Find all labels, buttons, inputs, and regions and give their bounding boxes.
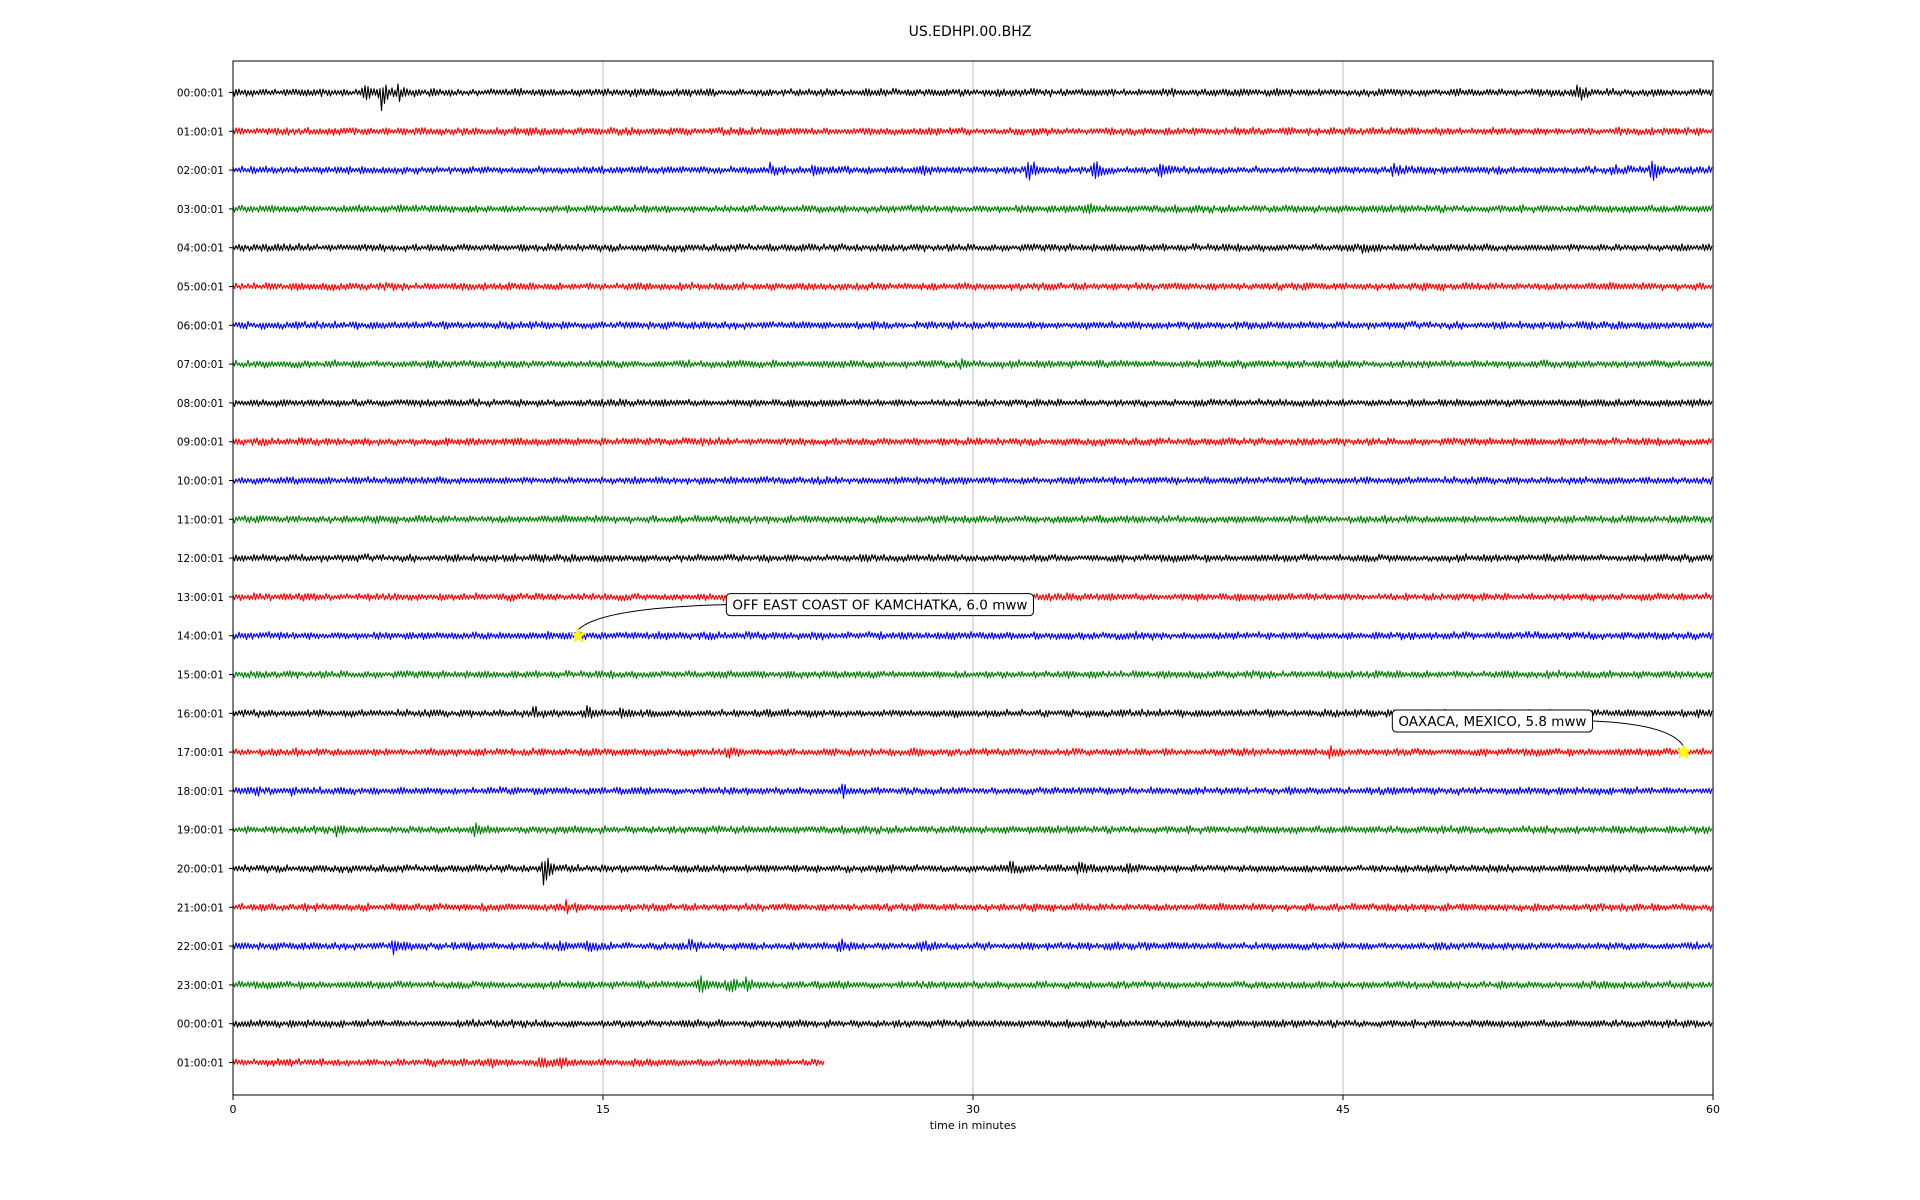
plot-frame (232, 60, 1714, 1096)
trace-row-22 (232, 938, 1713, 956)
trace-row-3 (232, 203, 1713, 215)
trace-row-10 (232, 475, 1713, 486)
trace-row-1 (232, 126, 1713, 137)
trace-row-11 (232, 514, 1713, 525)
row-label: 18:00:01 (177, 786, 224, 798)
row-label: 00:00:01 (177, 88, 224, 100)
trace-row-7 (232, 358, 1713, 370)
trace-row-4 (232, 242, 1713, 254)
row-label: 16:00:01 (177, 708, 224, 720)
traces-group (232, 83, 1713, 1070)
row-label: 08:00:01 (177, 398, 224, 410)
trace-row-20 (232, 857, 1713, 886)
trace-row-19 (232, 822, 1713, 838)
events-group: OFF EAST COAST OF KAMCHATKA, 6.0 mww OAXA… (570, 593, 1692, 760)
row-label: 21:00:01 (177, 902, 224, 914)
trace-row-5 (232, 281, 1713, 292)
event-star-marker (1675, 743, 1692, 760)
x-tick-label: 0 (230, 1103, 237, 1116)
row-label: 13:00:01 (177, 592, 224, 604)
row-label: 22:00:01 (177, 941, 224, 953)
trace-row-9 (232, 436, 1713, 447)
event-label: OAXACA, MEXICO, 5.8 mww (1398, 714, 1586, 730)
trace-row-14 (232, 630, 1713, 641)
row-label: 20:00:01 (177, 864, 224, 876)
row-label: 00:00:01 (177, 1019, 224, 1031)
row-label: 23:00:01 (177, 980, 224, 992)
row-label: 14:00:01 (177, 631, 224, 643)
x-tick-label: 45 (1336, 1103, 1350, 1116)
chart-title: US.EDHPI.00.BHZ (909, 24, 1032, 40)
trace-row-15 (232, 669, 1713, 680)
trace-row-23 (232, 975, 1713, 993)
row-label: 01:00:01 (177, 126, 224, 138)
x-tick-label: 60 (1706, 1103, 1720, 1116)
row-label: 10:00:01 (177, 476, 224, 488)
x-axis-label: time in minutes (930, 1119, 1017, 1132)
row-label: 17:00:01 (177, 747, 224, 759)
row-label: 03:00:01 (177, 204, 224, 216)
row-label: 15:00:01 (177, 670, 224, 682)
trace-row-0 (232, 83, 1713, 112)
trace-row-24 (232, 1018, 1713, 1029)
row-labels-group: 00:00:01 01:00:01 02:00:01 03:00:01 04:00:01… (177, 88, 233, 1070)
event-label-box (1391, 709, 1593, 733)
event-connector (1592, 720, 1684, 747)
trace-row-18 (232, 783, 1713, 799)
event-label: OFF EAST COAST OF KAMCHATKA, 6.0 mww (732, 598, 1027, 614)
trace-row-6 (232, 320, 1713, 331)
vertical-gridlines (602, 61, 1344, 1095)
row-label: 19:00:01 (177, 825, 224, 837)
x-tick-label: 30 (966, 1103, 980, 1116)
trace-row-8 (232, 398, 1713, 408)
row-label: 12:00:01 (177, 553, 224, 565)
x-axis: 0 15 30 45 60 (230, 1095, 1720, 1116)
row-label: 11:00:01 (177, 514, 224, 526)
row-label: 05:00:01 (177, 282, 224, 294)
row-label: 04:00:01 (177, 243, 224, 255)
event-star-marker (570, 627, 587, 643)
trace-row-25 (232, 1057, 825, 1070)
row-label: 02:00:01 (177, 165, 224, 177)
trace-row-21 (232, 899, 1713, 915)
row-label: 07:00:01 (177, 359, 224, 371)
x-tick-label: 15 (596, 1103, 610, 1116)
row-label: 01:00:01 (177, 1058, 224, 1070)
trace-row-12 (232, 553, 1713, 563)
trace-row-17 (232, 745, 1713, 760)
event-connector (577, 604, 727, 631)
trace-row-2 (232, 160, 1713, 182)
event-label-box (725, 593, 1034, 617)
row-label: 09:00:01 (177, 437, 224, 449)
row-label: 06:00:01 (177, 320, 224, 332)
